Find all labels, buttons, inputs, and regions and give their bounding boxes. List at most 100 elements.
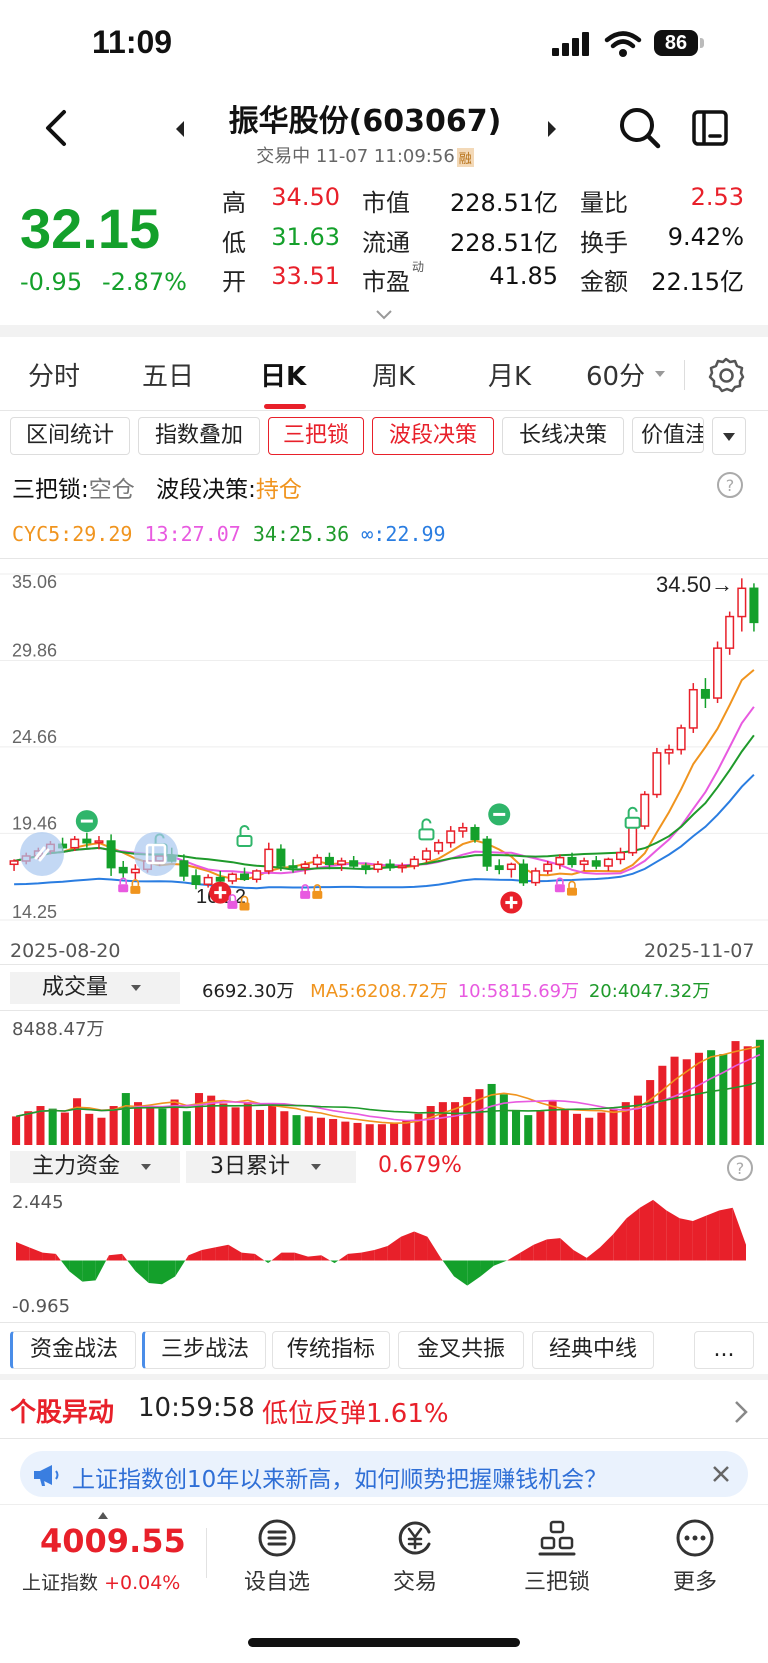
capital-area-segment [334,1260,339,1264]
candle [227,872,237,885]
chart-layout-button[interactable] [134,832,178,876]
tab-period[interactable]: 周K [372,362,416,392]
capital-area-segment [42,1252,56,1261]
capital-area-segment [308,1255,322,1261]
search-icon[interactable] [618,106,662,150]
capital-area-segment [162,1260,176,1285]
volume-bar [255,1109,264,1145]
volume-bar [12,1116,21,1145]
expand-chevron-icon[interactable] [376,310,392,320]
volume-dropdown[interactable]: 成交量 [10,972,180,1004]
volume-chart[interactable] [0,1010,768,1150]
capital-area-segment [361,1249,375,1261]
ma10-value: 5815.69万 [486,981,580,1002]
capital-area-segment [201,1247,216,1261]
quote-value: 228.51亿 [450,229,558,257]
active-tab-indicator [264,404,306,409]
quote-value: 31.63 [271,223,340,251]
svg-text:?: ? [736,1159,745,1178]
price-change: -0.95 [20,268,83,296]
nav-three-locks[interactable]: 三把锁 [502,1518,612,1596]
quote-label: 流通 [362,229,410,257]
indicator-chip[interactable]: 经典中线 [532,1331,654,1369]
ma10-label: 10: [457,981,487,1002]
capital-area-segment [546,1238,561,1261]
next-stock-icon[interactable] [546,120,558,138]
candle [434,839,444,855]
tab-period[interactable]: 日K [260,362,307,392]
candle [203,874,213,888]
capital-dropdown-label: 主力资金 [32,1154,121,1179]
wifi-icon [604,31,642,57]
tool-chip[interactable]: 区间统计 [10,417,130,455]
news-banner[interactable]: 上证指数创10年以来新高，如何顺势把握赚钱机会？ [20,1451,748,1497]
prev-stock-icon[interactable] [174,120,186,138]
capital-area-segment [69,1260,83,1282]
tool-chip[interactable]: 三把锁 [268,417,364,455]
tab-period[interactable]: 五日 [142,362,195,392]
tool-chip[interactable]: 波段决策 [372,417,494,455]
candle [737,578,747,632]
tool-chip[interactable]: 长线决策 [502,417,624,455]
tab-period[interactable]: 分时 [28,362,81,392]
volume-bar [451,1102,460,1145]
volume-bar [646,1080,655,1145]
capital-area-segment [241,1252,255,1261]
candle [312,854,322,868]
nav-more[interactable]: 更多 [640,1518,750,1596]
capital-area-segment [454,1260,468,1286]
capital-top-label: 2.445 [12,1192,64,1213]
capital-area-segment [639,1199,654,1261]
status-time: 11:09 [92,24,173,60]
tool-chip[interactable]: 价值洼 [632,417,704,453]
plus-marker-icon [209,881,232,904]
candle [397,862,407,873]
nav-trade[interactable]: 交易 [360,1518,470,1596]
capital-area-segment [338,1253,348,1261]
stock-alert-row[interactable]: 个股异动 10:59:58 低位反弹1.61% [0,1380,768,1438]
c13-value: 27.07 [180,522,241,546]
close-icon[interactable] [712,1465,730,1483]
home-indicator [248,1638,520,1647]
candle [264,842,274,875]
back-icon[interactable] [42,108,70,148]
indicator-chip[interactable]: 资金战法 [10,1331,136,1369]
index-value[interactable]: 4009.55 [40,1522,186,1560]
chevron-down-icon [723,433,735,441]
chart-toggle-button[interactable] [20,832,64,876]
volume-bar [85,1113,94,1145]
capital-area-segment [533,1239,547,1261]
quote-value: 9.42% [667,223,744,251]
settings-gear-icon[interactable] [707,356,745,394]
candle [94,836,104,850]
candle [506,862,516,878]
indicator-chip[interactable]: 金叉共振 [398,1331,524,1369]
chips-more-button[interactable] [712,417,746,455]
capital-help-icon[interactable]: ? [726,1154,754,1182]
capital-area-segment [29,1247,43,1261]
volume-bar [73,1098,82,1145]
capital-dropdown[interactable]: 主力资金 [10,1151,180,1183]
tool-chip[interactable]: 指数叠加 [138,417,260,455]
capital-flow-chart[interactable] [0,1188,768,1318]
candle [749,583,759,632]
candle [555,854,565,870]
capital-area-segment [387,1236,401,1261]
share-icon[interactable] [690,108,730,148]
tab-period[interactable]: 月K [488,362,532,392]
capital-area-segment [520,1244,534,1261]
alert-time: 10:59:58 [138,1393,255,1423]
volume-bar [146,1106,155,1145]
candle [337,857,347,871]
indicator-chip[interactable]: ... [694,1331,754,1369]
indicator-chip[interactable]: 传统指标 [272,1331,390,1369]
nav-watchlist[interactable]: 设自选 [222,1518,332,1596]
period-dropdown-icon[interactable] [654,370,666,378]
help-icon[interactable]: ? [716,471,744,499]
tab-period[interactable]: 60分 [586,362,646,392]
indicator-chip[interactable]: 三步战法 [142,1331,266,1369]
candle [361,862,371,875]
period-accum-dropdown[interactable]: 3日累计 [186,1151,356,1183]
lock-marker-icon [554,877,565,893]
